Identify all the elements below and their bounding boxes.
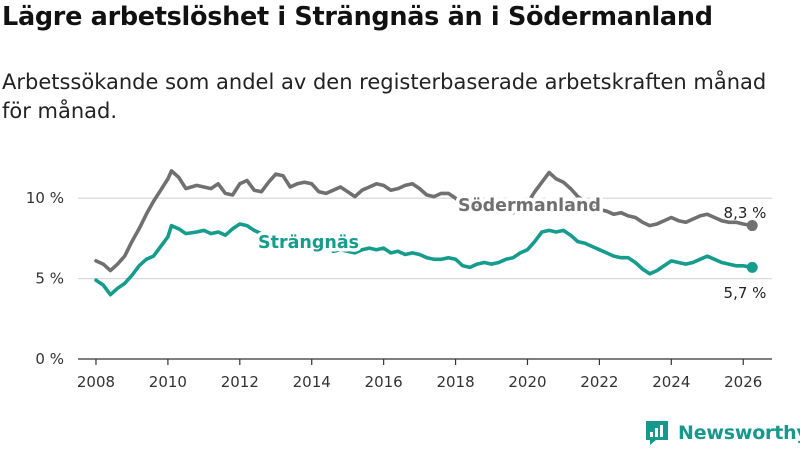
x-tick-label: 2024 [652,373,690,391]
newsworthy-logo: Newsworthy [644,419,800,446]
newsworthy-icon [646,421,668,445]
x-tick-label: 2016 [365,373,403,391]
series-annotation-halo: Södermanland [458,196,601,216]
y-tick-label: 10 % [26,189,64,207]
x-tick-label: 2014 [293,373,331,391]
end-value-label: 8,3 % [724,204,767,222]
grid-lines [78,197,772,280]
series-annotation-strangnas: Strängnäs [258,233,359,253]
y-tick-label: 0 % [35,350,64,368]
series-line-sodermanland-0 [94,169,754,273]
x-tick-label: 2010 [149,373,187,391]
x-tick-label: 2026 [724,373,762,391]
series-annotation-sodermanland: Södermanland [458,196,601,216]
axes: 0 % 5 % 10 % 2008 2010 2012 2014 2016 2018 2020 20… [26,189,772,391]
x-tick-label: 2022 [580,373,618,391]
end-marker-strangnas [746,261,758,273]
end-marker-sodermanland [746,220,758,232]
series-line-strangnas-0 [94,222,264,297]
series-lines [94,169,758,297]
series-line-strangnas-1 [331,228,754,276]
x-tick-label: 2018 [436,373,474,391]
y-tick-label: 5 % [35,270,64,288]
page-title: Lägre arbetslöshet i Strängnäs än i Söde… [2,2,713,32]
end-value-label: 5,7 % [724,284,767,302]
x-tick-label: 2020 [508,373,546,391]
series-annotation-halo: Strängnäs [258,233,359,253]
x-tick-label: 2012 [221,373,259,391]
newsworthy-wordmark: Newsworthy [678,421,800,444]
series-labels: 8,3 %5,7 %SödermanlandSödermanlandSträng… [255,193,767,303]
x-tick-label: 2008 [77,373,115,391]
chart-subtitle: Arbetssökande som andel av den registerb… [2,70,767,123]
